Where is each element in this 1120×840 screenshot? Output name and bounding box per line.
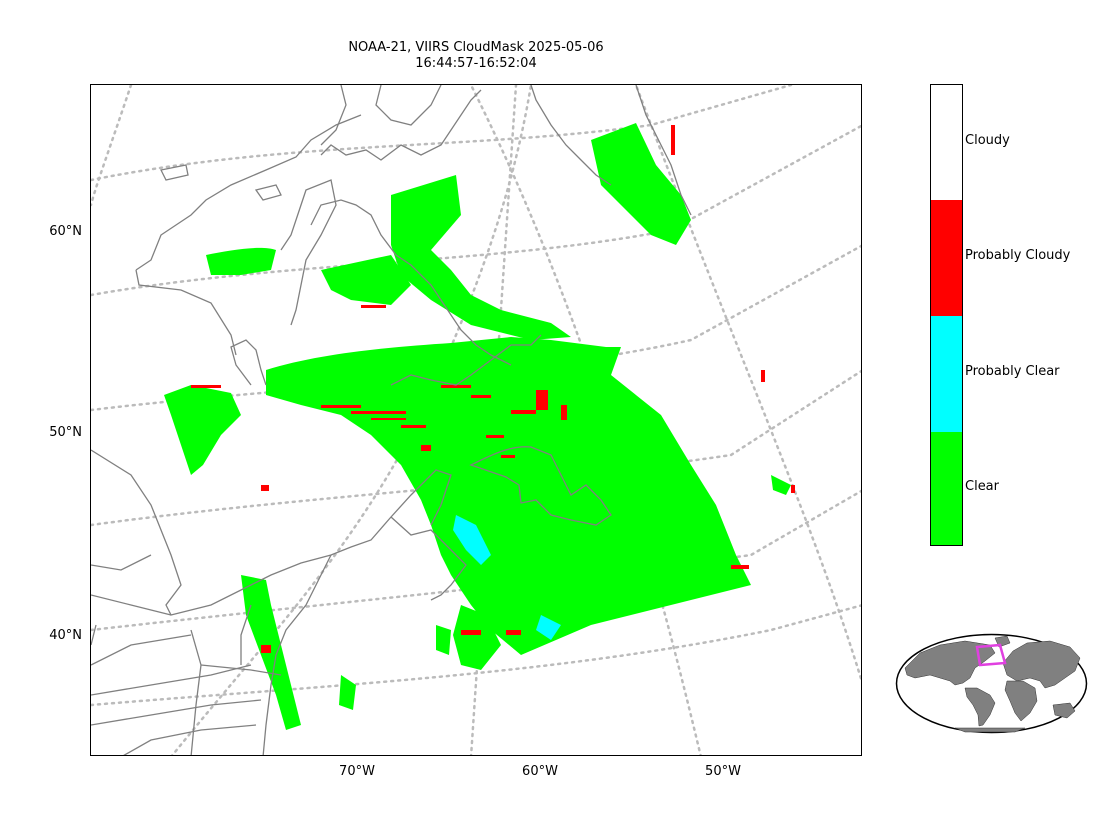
legend-label-probably-cloudy: Probably Cloudy [965,248,1071,263]
colorbar-segment-clear [931,432,962,545]
probably-clear-coastal [453,515,561,640]
clear-region-main [266,337,751,655]
lon-label-60w: 60°W [522,764,558,779]
clear-region-greenland [591,123,691,245]
clear-region-hudson [206,247,276,275]
lat-label-60n: 60°N [49,224,82,239]
inset-domain-box [975,643,1007,667]
probably-cloudy-speckles [191,125,795,653]
colorbar-segment-probably-cloudy [931,200,962,316]
lat-label-50n: 50°N [49,425,82,440]
map-title: NOAA-21, VIIRS CloudMask 2025-05-06 16:4… [90,40,862,72]
map-svg [91,85,861,755]
colorbar-segment-probably-clear [931,316,962,432]
coastlines [91,85,692,755]
lon-label-50w: 50°W [705,764,741,779]
legend-label-cloudy: Cloudy [965,133,1010,148]
legend-label-probably-clear: Probably Clear [965,364,1060,379]
colorbar-segment-cloudy [931,85,962,200]
lon-label-70w: 70°W [339,764,375,779]
clear-region-labrador [321,255,411,305]
legend-label-clear: Clear [965,479,999,494]
title-line-1: NOAA-21, VIIRS CloudMask 2025-05-06 [348,40,604,55]
lat-label-40n: 40°N [49,628,82,643]
clear-region-north [391,175,571,340]
inset-land [904,635,1081,733]
inset-globe-map [895,633,1088,734]
colorbar [930,84,963,546]
cloud-mask-layer [164,123,795,730]
map-panel [90,84,862,756]
title-line-2: 16:44:57-16:52:04 [415,56,537,71]
clear-region-west [164,385,241,475]
